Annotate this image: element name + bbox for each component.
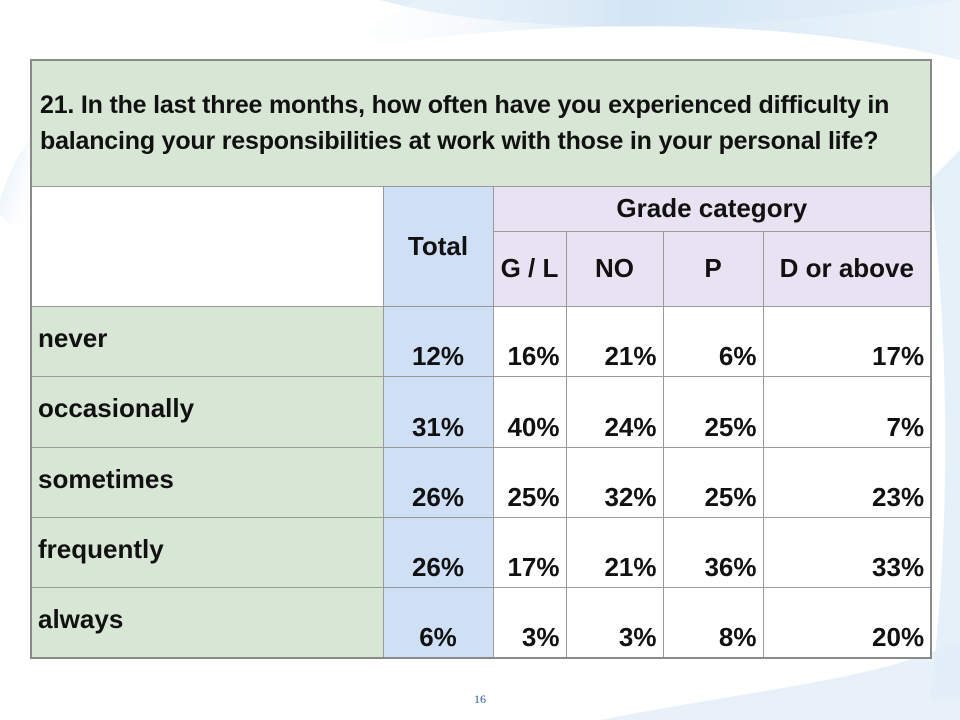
- value-cell: 17%: [492, 516, 567, 589]
- page-number: 16: [474, 692, 486, 706]
- table-row: always 6% 3% 3% 8% 20%: [30, 587, 932, 659]
- question-text: 21. In the last three months, how often …: [30, 59, 932, 187]
- grade-column-header: D or above: [762, 230, 932, 308]
- value-cell: 33%: [762, 516, 932, 589]
- blank-corner-cell: [30, 185, 384, 308]
- table-row: never 12% 16% 21% 6% 17%: [30, 306, 932, 378]
- row-label: always: [30, 587, 384, 659]
- value-cell: 20%: [762, 587, 932, 659]
- value-cell: 24%: [565, 376, 664, 448]
- value-cell: 25%: [662, 446, 764, 518]
- row-label: frequently: [30, 516, 384, 589]
- value-cell: 7%: [762, 376, 932, 448]
- table-row: sometimes 26% 25% 32% 25% 23%: [30, 446, 932, 518]
- row-label: never: [30, 306, 384, 378]
- total-cell: 31%: [382, 376, 494, 448]
- grade-column-header: G / L: [492, 230, 567, 308]
- table-row: frequently 26% 17% 21% 36% 33%: [30, 516, 932, 589]
- value-cell: 21%: [565, 516, 664, 589]
- total-column-header: Total: [382, 185, 494, 308]
- row-label: sometimes: [30, 446, 384, 518]
- survey-table: 21. In the last three months, how often …: [30, 59, 933, 659]
- value-cell: 25%: [492, 446, 567, 518]
- value-cell: 6%: [662, 306, 764, 378]
- value-cell: 21%: [565, 306, 664, 378]
- value-cell: 3%: [492, 587, 567, 659]
- total-cell: 26%: [382, 516, 494, 589]
- survey-table-container: 21. In the last three months, how often …: [30, 59, 933, 659]
- grade-column-header: P: [662, 230, 764, 308]
- value-cell: 17%: [762, 306, 932, 378]
- row-label: occasionally: [30, 376, 384, 448]
- total-cell: 26%: [382, 446, 494, 518]
- value-cell: 8%: [662, 587, 764, 659]
- value-cell: 23%: [762, 446, 932, 518]
- value-cell: 40%: [492, 376, 567, 448]
- value-cell: 3%: [565, 587, 664, 659]
- total-cell: 12%: [382, 306, 494, 378]
- value-cell: 16%: [492, 306, 567, 378]
- grade-column-header: NO: [565, 230, 664, 308]
- value-cell: 32%: [565, 446, 664, 518]
- total-cell: 6%: [382, 587, 494, 659]
- value-cell: 25%: [662, 376, 764, 448]
- grade-category-header: Grade category: [492, 185, 932, 232]
- table-row: occasionally 31% 40% 24% 25% 7%: [30, 376, 932, 448]
- value-cell: 36%: [662, 516, 764, 589]
